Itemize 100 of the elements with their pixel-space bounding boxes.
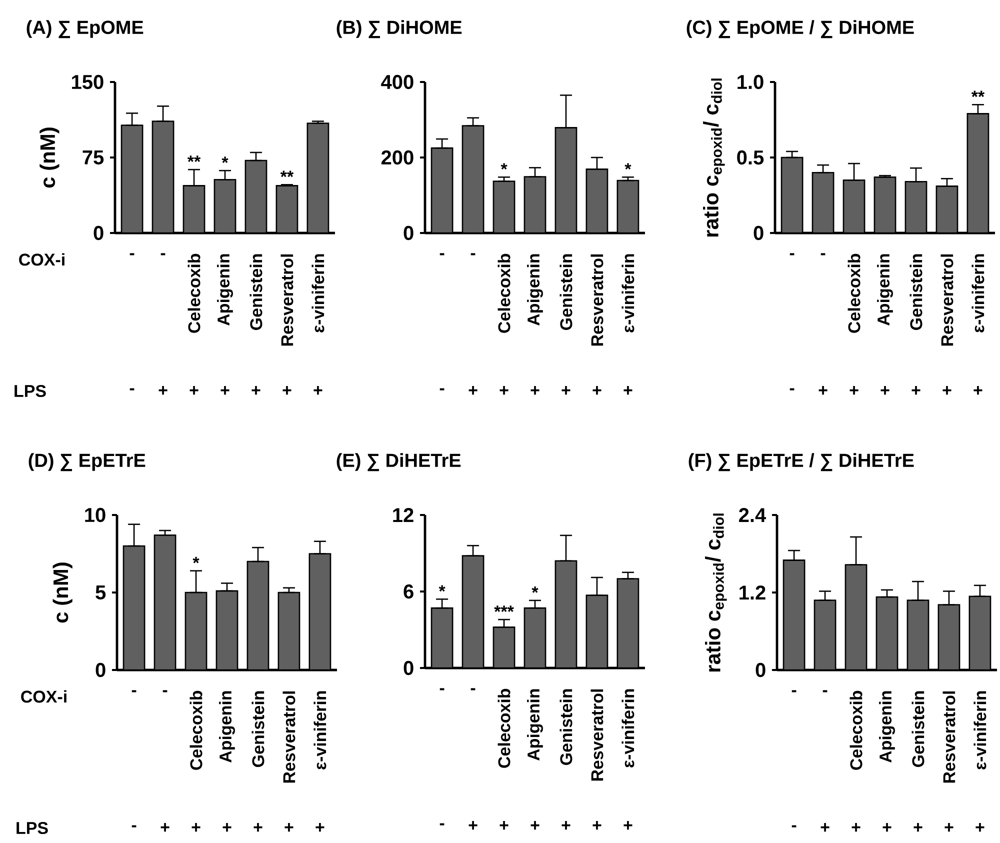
text: - bbox=[792, 825, 796, 828]
x-tick-label: Genistein bbox=[910, 254, 922, 330]
y-tick-label: 6 bbox=[404, 584, 414, 599]
y-tick-label: 400 bbox=[381, 74, 414, 90]
text: - bbox=[132, 825, 136, 828]
y-tick-label: 75 bbox=[82, 150, 104, 164]
text: + bbox=[942, 386, 952, 395]
y-tick-label: 0 bbox=[96, 662, 106, 678]
data-label: ** bbox=[187, 156, 201, 162]
x-tick-label: ε-viniferin bbox=[314, 691, 326, 770]
text: + bbox=[624, 386, 632, 395]
text: - bbox=[440, 388, 444, 390]
y-tick-label: 0 bbox=[404, 226, 414, 240]
data-label: *** bbox=[494, 606, 514, 612]
y-tick-label: 1.0 bbox=[738, 74, 764, 90]
text: + bbox=[912, 386, 920, 395]
x-tick-label: ε-viniferin bbox=[622, 254, 634, 332]
x-tick-label: Apigenin bbox=[217, 254, 233, 326]
x-tick-label: Genistein bbox=[250, 254, 262, 330]
x-tick-label: ε-viniferin bbox=[972, 254, 984, 332]
y-tick-label: 1.2 bbox=[740, 586, 766, 600]
x-tick-label: - bbox=[470, 253, 476, 256]
x-axis-title: COX-i bbox=[19, 253, 64, 266]
text: + bbox=[850, 386, 858, 395]
text: + bbox=[158, 386, 168, 395]
x-tick-label: - bbox=[792, 690, 796, 692]
x-tick-label: Resveratrol bbox=[590, 689, 604, 781]
x-tick-label: Celecoxib bbox=[848, 254, 860, 333]
x-tick-label: - bbox=[132, 690, 136, 692]
data-label: * bbox=[500, 163, 508, 170]
x-tick-label: Apigenin bbox=[527, 689, 543, 760]
text: + bbox=[852, 823, 860, 832]
y-axis-title: ratio c$_{epoxid}$/ c$_{diol}$ bbox=[703, 78, 725, 237]
text: + bbox=[284, 823, 294, 832]
y-tick-label: 12 bbox=[393, 508, 414, 522]
x-tick-label: - bbox=[822, 690, 828, 692]
chart-title: (D) ∑ EpETrE bbox=[28, 453, 146, 472]
x-tick-label: Genistein bbox=[912, 691, 924, 767]
text: - bbox=[440, 823, 444, 826]
chart-title: (A) ∑ EpOME bbox=[26, 20, 144, 38]
text: + bbox=[468, 386, 478, 395]
y-tick-label: 150 bbox=[72, 74, 104, 90]
x-tick-label: - bbox=[130, 253, 134, 256]
y-tick-label: 0 bbox=[94, 226, 104, 240]
text: + bbox=[468, 821, 478, 830]
text: - bbox=[130, 388, 134, 390]
x-tick-label: Genistein bbox=[560, 254, 572, 330]
data-label: ** bbox=[280, 170, 294, 178]
x-tick-label: Apigenin bbox=[527, 254, 543, 326]
x-tick-label: ε-viniferin bbox=[312, 254, 324, 332]
y-tick-label: 0 bbox=[754, 226, 764, 240]
x-tick-label: - bbox=[440, 688, 444, 690]
x-tick-label: Genistein bbox=[252, 691, 264, 767]
text: + bbox=[914, 823, 922, 832]
x-tick-label: - bbox=[160, 253, 166, 256]
x-tick-label: Resveratrol bbox=[942, 691, 956, 783]
text: + bbox=[254, 823, 262, 832]
text: + bbox=[974, 386, 982, 395]
text: + bbox=[818, 386, 828, 395]
data-label: * bbox=[438, 585, 446, 592]
x-axis-title: COX-i bbox=[21, 690, 66, 703]
x-tick-label: Resveratrol bbox=[282, 691, 296, 783]
text: + bbox=[314, 386, 322, 395]
x-tick-label: - bbox=[790, 253, 794, 256]
chart-title: (F) ∑ EpETrE / ∑ DiHETrE bbox=[688, 453, 914, 472]
y-tick-label: 0.5 bbox=[737, 150, 764, 165]
text: + bbox=[190, 386, 198, 395]
text: + bbox=[882, 823, 892, 832]
x-tick-label: Apigenin bbox=[879, 691, 895, 762]
text: + bbox=[222, 823, 232, 832]
chart-title: (C) ∑ EpOME / ∑ DiHOME bbox=[686, 20, 914, 38]
text: + bbox=[500, 386, 508, 395]
text: + bbox=[592, 386, 602, 395]
data-label: * bbox=[192, 556, 200, 564]
text: + bbox=[820, 823, 830, 832]
text: - bbox=[790, 388, 794, 390]
x-tick-label: Celecoxib bbox=[498, 254, 510, 333]
data-label: * bbox=[624, 163, 632, 170]
y-axis-title: ratio c$_{epoxid}$/ c$_{diol}$ bbox=[705, 514, 727, 672]
text: + bbox=[562, 386, 570, 395]
text: + bbox=[944, 823, 954, 832]
text: + bbox=[192, 823, 200, 832]
y-tick-label: 10 bbox=[85, 508, 106, 522]
text: + bbox=[500, 821, 508, 830]
text: + bbox=[880, 386, 890, 395]
y-tick-label: 2.4 bbox=[739, 508, 766, 522]
x-tick-label: - bbox=[162, 690, 168, 692]
text: LPS bbox=[16, 822, 48, 834]
x-tick-label: - bbox=[820, 253, 826, 256]
text: + bbox=[976, 823, 984, 832]
text: + bbox=[282, 386, 292, 395]
y-tick-label: 0 bbox=[404, 660, 414, 676]
text: + bbox=[160, 823, 170, 832]
x-tick-label: Apigenin bbox=[877, 254, 893, 326]
y-tick-label: 200 bbox=[381, 150, 414, 165]
x-tick-label: Celecoxib bbox=[190, 690, 202, 770]
text: + bbox=[592, 821, 602, 830]
x-tick-label: Genistein bbox=[560, 689, 572, 765]
x-tick-label: - bbox=[440, 253, 444, 256]
x-tick-label: ε-viniferin bbox=[974, 691, 986, 770]
